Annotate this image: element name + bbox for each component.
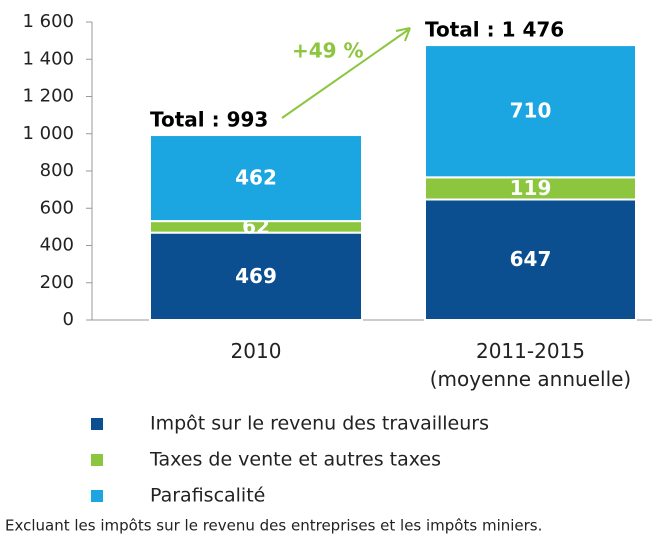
arrow-head <box>395 27 411 42</box>
data-label: 462 <box>235 166 277 190</box>
y-tick-label: 1 200 <box>22 86 74 107</box>
bar-segment <box>424 44 637 179</box>
y-tick-label: 800 <box>40 160 74 181</box>
legend-swatch <box>91 418 103 430</box>
y-tick-label: 1 600 <box>22 11 74 32</box>
x-tick-label-line: 2011-2015 <box>476 339 585 363</box>
x-tick-label: 2011-2015 (moyenne annuelle) <box>430 339 631 391</box>
y-tick-label: 200 <box>40 272 74 293</box>
legend-label: Impôt sur le revenu des travailleurs <box>150 413 489 435</box>
total-label: Total : 993 <box>150 108 268 132</box>
legend-label: Parafiscalité <box>150 485 265 507</box>
y-tick-label: 400 <box>40 235 74 256</box>
bar-segment <box>149 231 363 321</box>
y-tick-label: 1 000 <box>22 123 74 144</box>
y-tick-label: 1 400 <box>22 48 74 69</box>
y-tick-label: 600 <box>40 197 74 218</box>
legend-swatch <box>91 490 103 502</box>
growth-arrow <box>281 29 409 119</box>
legend-swatch <box>91 454 103 466</box>
x-tick-label-line: (moyenne annuelle) <box>430 367 631 391</box>
x-tick-label: 2010 <box>231 339 282 363</box>
data-label: 647 <box>510 247 552 271</box>
note: Excluant les impôts sur le revenu des en… <box>5 517 542 535</box>
y-tick-label: 0 <box>63 309 74 330</box>
bar-segment <box>424 198 637 321</box>
data-label: 119 <box>510 176 552 200</box>
data-label: 710 <box>510 99 552 123</box>
bar-segment <box>149 134 363 223</box>
growth-annotation: +49 % <box>292 39 364 63</box>
data-label: 469 <box>235 264 277 288</box>
total-label: Total : 1 476 <box>425 18 564 42</box>
legend-label: Taxes de vente et autres taxes <box>149 449 441 471</box>
x-tick-label-line: 2010 <box>231 339 282 363</box>
